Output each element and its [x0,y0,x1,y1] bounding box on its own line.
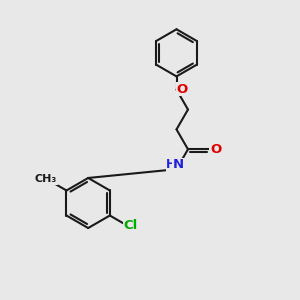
Text: N: N [172,158,184,171]
Text: CH₃: CH₃ [35,174,57,184]
Text: O: O [176,82,188,95]
Text: O: O [210,143,221,156]
Text: H: H [166,158,176,171]
Text: Cl: Cl [123,219,138,232]
